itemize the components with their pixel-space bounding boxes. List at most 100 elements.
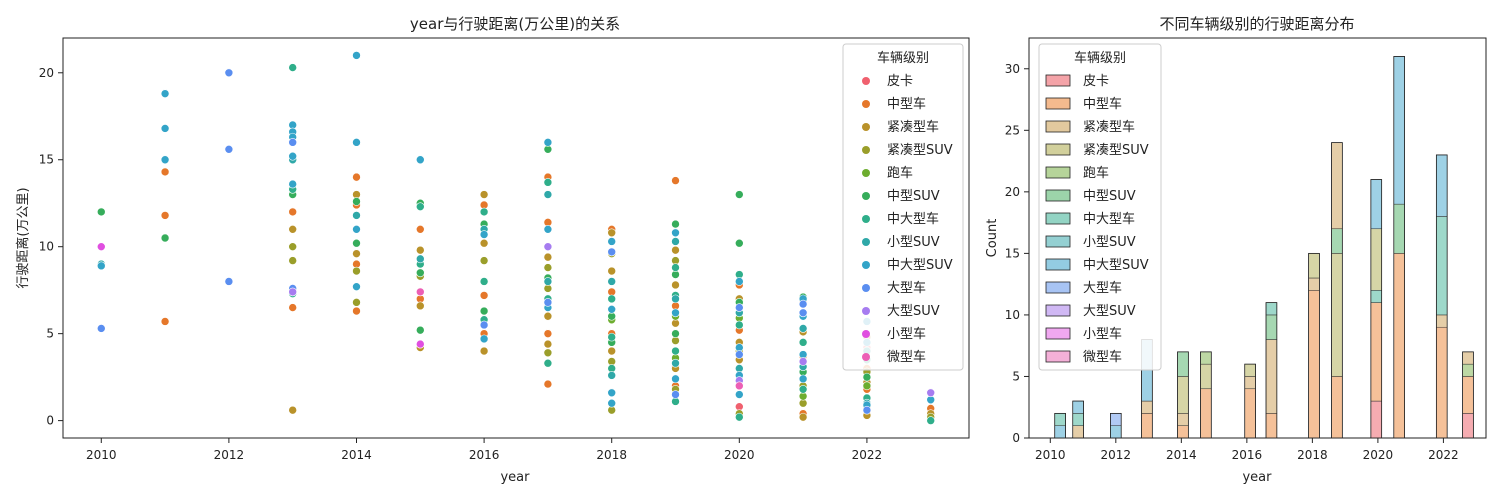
legend-marker bbox=[1045, 97, 1071, 110]
histogram-panel: 不同车辆级别的行驶距离分布 2010 2012 2014 2016 2018 2020 20… bbox=[985, 15, 1487, 485]
scatter-point bbox=[607, 294, 617, 304]
x-tick-label: 2018 bbox=[1297, 448, 1328, 462]
legend-marker bbox=[862, 330, 870, 338]
scatter-point bbox=[352, 138, 361, 147]
histogram-bar bbox=[1110, 412, 1122, 439]
histogram-bar-segment bbox=[1265, 314, 1278, 340]
scatter-point bbox=[543, 298, 553, 307]
histogram-title: 不同车辆级别的行驶距离分布 bbox=[1159, 15, 1354, 33]
legend-label: 小型车 bbox=[1083, 326, 1122, 342]
legend-label: 中大型SUV bbox=[1083, 258, 1149, 273]
legend-label: 大型SUV bbox=[887, 304, 940, 319]
scatter-panel: year与行驶距离(万公里)的关系 2010 2012 2014 2016 2018 20… bbox=[15, 15, 970, 485]
x-tick-label: 2012 bbox=[214, 448, 245, 462]
histogram-bar-segment bbox=[1177, 351, 1189, 377]
legend-marker bbox=[862, 146, 870, 154]
legend-label: 微型车 bbox=[1083, 349, 1122, 365]
histogram-bar-segment bbox=[1331, 376, 1343, 439]
histogram-bar-segment bbox=[1370, 400, 1382, 439]
legend-label: 小型SUV bbox=[1083, 235, 1136, 250]
histogram-y-ticks: 0 5 10 15 20 25 30 bbox=[1005, 62, 1029, 445]
legend-label: 紧凑型车 bbox=[887, 119, 939, 135]
y-tick-label: 15 bbox=[1005, 246, 1020, 260]
scatter-point bbox=[543, 242, 553, 251]
scatter-point bbox=[543, 225, 553, 234]
histogram-bar-segment bbox=[1308, 277, 1320, 291]
scatter-point bbox=[671, 294, 680, 304]
scatter-point bbox=[96, 324, 106, 333]
legend-label: 大型SUV bbox=[1083, 304, 1136, 319]
histogram-bar-segment bbox=[1265, 339, 1278, 414]
scatter-point bbox=[415, 325, 425, 335]
histogram-bar bbox=[1462, 351, 1474, 439]
legend-marker bbox=[1045, 189, 1071, 202]
scatter-point bbox=[798, 338, 808, 347]
scatter-point bbox=[479, 334, 489, 344]
legend-label: 中型车 bbox=[1083, 96, 1122, 112]
legend-marker bbox=[862, 123, 870, 131]
legend-label: 中型车 bbox=[887, 96, 926, 112]
scatter-points bbox=[96, 51, 936, 425]
scatter-point bbox=[798, 357, 808, 366]
legend-marker bbox=[862, 307, 870, 315]
x-tick-label: 2020 bbox=[1363, 448, 1394, 462]
legend-marker bbox=[862, 169, 870, 177]
scatter-point bbox=[352, 225, 361, 234]
histogram-bar-segment bbox=[1436, 314, 1448, 328]
scatter-point bbox=[543, 277, 553, 286]
histogram-y-label: Count bbox=[985, 219, 1000, 258]
y-tick-label: 0 bbox=[46, 414, 54, 428]
histogram-bar bbox=[1054, 412, 1066, 439]
scatter-point bbox=[735, 303, 744, 312]
histogram-bar-segment bbox=[1436, 326, 1448, 439]
scatter-point bbox=[352, 211, 361, 220]
scatter-point bbox=[415, 339, 425, 349]
scatter-point bbox=[735, 277, 744, 286]
x-tick-label: 2010 bbox=[1035, 448, 1066, 462]
scatter-point bbox=[352, 306, 361, 316]
histogram-bar bbox=[1265, 302, 1278, 439]
scatter-point bbox=[415, 301, 425, 311]
legend-label: 紧凑型车 bbox=[1083, 119, 1135, 135]
histogram-bar-segment bbox=[1244, 376, 1256, 390]
scatter-point bbox=[862, 381, 872, 391]
legend-label: 皮卡 bbox=[1083, 74, 1109, 89]
histogram-bar-segment bbox=[1200, 351, 1212, 365]
histogram-bar-segment bbox=[1462, 413, 1474, 439]
scatter-point bbox=[288, 63, 297, 72]
scatter-point bbox=[415, 225, 425, 234]
scatter-point bbox=[798, 324, 808, 333]
y-tick-label: 5 bbox=[46, 327, 54, 341]
scatter-plot-area bbox=[62, 37, 970, 439]
histogram-bar-segment bbox=[1265, 302, 1278, 316]
scatter-point bbox=[288, 207, 297, 217]
scatter-point bbox=[671, 390, 680, 399]
scatter-point bbox=[543, 348, 553, 358]
legend-marker bbox=[1045, 235, 1071, 248]
scatter-y-ticks: 0 5 10 15 20 bbox=[39, 66, 63, 428]
legend-label: 皮卡 bbox=[887, 74, 913, 89]
scatter-point bbox=[479, 230, 489, 239]
y-tick-label: 25 bbox=[1005, 123, 1020, 137]
histogram-bar-segment bbox=[1177, 413, 1189, 426]
histogram-bar-segment bbox=[1244, 388, 1256, 439]
y-tick-label: 30 bbox=[1005, 62, 1020, 76]
scatter-point bbox=[543, 138, 553, 147]
scatter-point bbox=[352, 266, 361, 276]
y-tick-label: 10 bbox=[1005, 308, 1020, 322]
legend-marker bbox=[862, 192, 870, 200]
scatter-point bbox=[479, 320, 489, 330]
scatter-point bbox=[415, 287, 425, 297]
scatter-point bbox=[543, 178, 553, 187]
scatter-point bbox=[607, 388, 617, 398]
scatter-point bbox=[479, 346, 489, 356]
scatter-point bbox=[798, 412, 808, 422]
histogram-bar-segment bbox=[1308, 290, 1320, 439]
x-tick-label: 2010 bbox=[86, 448, 117, 462]
scatter-point bbox=[798, 374, 808, 384]
scatter-point bbox=[607, 247, 617, 257]
histogram-bar-segment bbox=[1054, 413, 1066, 426]
scatter-point bbox=[352, 238, 361, 248]
